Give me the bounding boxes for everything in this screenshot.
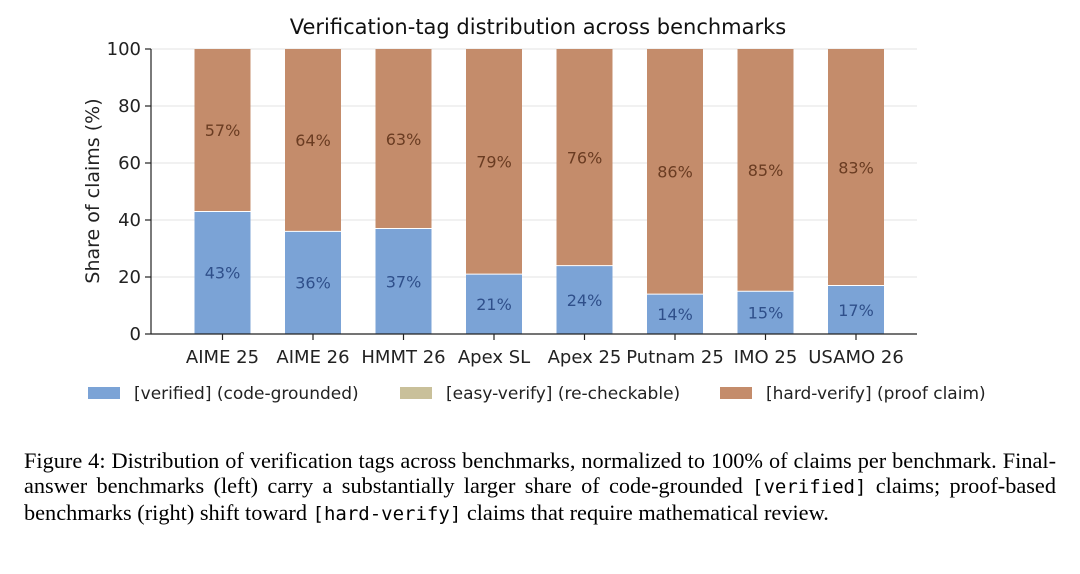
bar-hard-verify xyxy=(556,49,613,266)
caption-percent: 100% xyxy=(710,448,763,473)
x-tick-label: USAMO 26 xyxy=(808,347,904,368)
bar-hard-verify xyxy=(375,49,432,229)
legend-swatch xyxy=(88,387,120,399)
gridlines xyxy=(151,48,917,278)
data-label: 24% xyxy=(567,291,603,310)
legend-label: [easy-verify] (re-checkable) xyxy=(446,384,680,404)
x-tick-label: Apex 25 xyxy=(548,347,622,368)
data-label: 79% xyxy=(476,153,512,172)
data-label: 17% xyxy=(838,301,874,320)
data-label: 14% xyxy=(657,305,693,324)
caption-tag-hard-verify: [hard-verify] xyxy=(312,503,462,525)
bar-hard-verify xyxy=(828,49,884,286)
data-label: 86% xyxy=(657,163,693,182)
caption-tag-verified: [verified] xyxy=(752,476,867,498)
data-label: 85% xyxy=(748,161,784,180)
legend-swatch xyxy=(720,387,752,399)
legend-label: [verified] (code-grounded) xyxy=(134,384,359,404)
bar-hard-verify xyxy=(647,49,703,295)
caption-part3: claims; proof-based benchmarks (right) s… xyxy=(24,473,1056,525)
y-axis-label: Share of claims (%) xyxy=(82,98,104,283)
legend: [verified] (code-grounded) [easy-verify] … xyxy=(88,384,986,404)
data-label: 57% xyxy=(205,121,241,140)
x-tick-label: Apex SL xyxy=(458,347,530,368)
figure-caption: Figure 4: Distribution of verification t… xyxy=(24,448,1056,527)
caption-part4: claims that require mathematical review. xyxy=(461,500,829,525)
data-label: 37% xyxy=(386,272,422,291)
bar-hard-verify xyxy=(194,49,251,212)
bar-verified xyxy=(556,265,613,334)
data-label: 64% xyxy=(295,131,331,150)
chart-title: Verification-tag distribution across ben… xyxy=(290,15,787,39)
bar-verified xyxy=(828,285,884,334)
y-tick-label: 0 xyxy=(130,324,141,345)
bar-verified xyxy=(375,228,432,334)
data-label: 36% xyxy=(295,274,331,293)
bar-hard-verify xyxy=(737,49,794,292)
bars: 43% 57% 36% 64% 37% 63% 21% 79% 24% 76% 14% 86% 15% 8… xyxy=(194,49,884,334)
x-tick-label: AIME 25 xyxy=(186,347,259,368)
caption-prefix: Figure 4: Distribution of verification t… xyxy=(24,448,711,473)
data-label: 43% xyxy=(205,264,241,283)
axes: 0 20 40 60 80 100 AIME 25 AIME 26 HMMT 26 Apex SL… xyxy=(107,39,917,368)
x-tick-label: Putnam 25 xyxy=(626,347,724,368)
data-label: 21% xyxy=(476,295,512,314)
legend-label: [hard-verify] (proof claim) xyxy=(766,384,986,404)
data-label: 15% xyxy=(748,304,784,323)
chart: Verification-tag distribution across ben… xyxy=(82,15,986,404)
caption-part2: of claims per benchmark. Final-answer be… xyxy=(24,448,1056,498)
y-tick-label: 80 xyxy=(118,96,141,117)
y-tick-label: 20 xyxy=(118,267,141,288)
y-tick-label: 60 xyxy=(118,153,141,174)
legend-swatch xyxy=(400,387,432,399)
x-tick-label: IMO 25 xyxy=(734,347,798,368)
bar-hard-verify xyxy=(466,49,522,275)
x-tick-label: AIME 26 xyxy=(276,347,349,368)
bar-verified xyxy=(285,231,341,334)
y-tick-label: 100 xyxy=(107,39,141,60)
data-label: 83% xyxy=(838,158,874,177)
bar-verified xyxy=(466,274,522,334)
data-label: 63% xyxy=(386,130,422,149)
bar-verified xyxy=(194,211,251,334)
bar-verified xyxy=(737,291,794,334)
bar-verified xyxy=(647,294,703,334)
y-tick-label: 40 xyxy=(118,210,141,231)
x-tick-label: HMMT 26 xyxy=(361,347,445,368)
bar-hard-verify xyxy=(285,49,341,232)
data-label: 76% xyxy=(567,148,603,167)
